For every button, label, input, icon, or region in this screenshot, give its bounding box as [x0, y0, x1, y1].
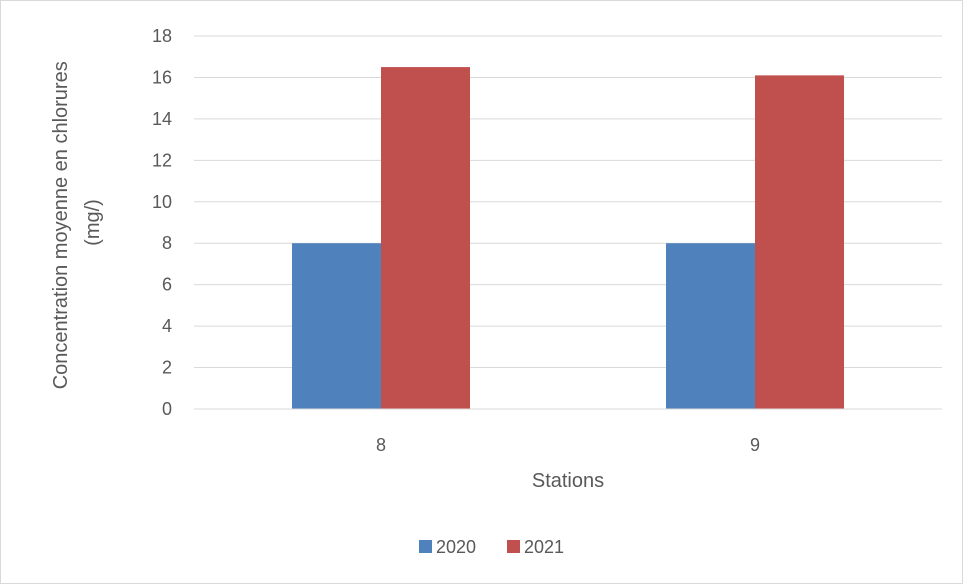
- x-tick-label: 9: [750, 435, 760, 455]
- y-tick-label: 6: [162, 275, 172, 295]
- legend-swatch: [419, 540, 432, 553]
- y-tick-label: 12: [152, 150, 172, 170]
- y-tick-label: 16: [152, 67, 172, 87]
- y-tick-label: 8: [162, 233, 172, 253]
- bar-2021-8: [381, 67, 470, 409]
- legend-label: 2020: [436, 537, 476, 557]
- legend: 2020 2021: [419, 537, 564, 557]
- bar-2021-9: [755, 75, 844, 409]
- bar-2020-8: [292, 243, 381, 409]
- y-tick-labels: 0 2 4 6 8 10 12 14 16 18: [152, 26, 172, 419]
- legend-label: 2021: [524, 537, 564, 557]
- bars: [292, 67, 844, 409]
- x-axis-title: Stations: [532, 470, 604, 492]
- y-axis-title-line-2: (mg/): [82, 199, 104, 246]
- y-axis-title-line-1: Concentration moyenne en chlorures: [50, 61, 72, 389]
- y-tick-label: 10: [152, 192, 172, 212]
- y-axis-title: Concentration moyenne en chlorures (mg/): [50, 56, 104, 390]
- y-tick-label: 18: [152, 26, 172, 46]
- y-tick-label: 2: [162, 358, 172, 378]
- legend-swatch: [507, 540, 520, 553]
- y-tick-label: 0: [162, 399, 172, 419]
- bar-2020-9: [666, 243, 755, 409]
- x-tick-label: 8: [376, 435, 386, 455]
- y-tick-label: 14: [152, 109, 172, 129]
- y-tick-label: 4: [162, 316, 172, 336]
